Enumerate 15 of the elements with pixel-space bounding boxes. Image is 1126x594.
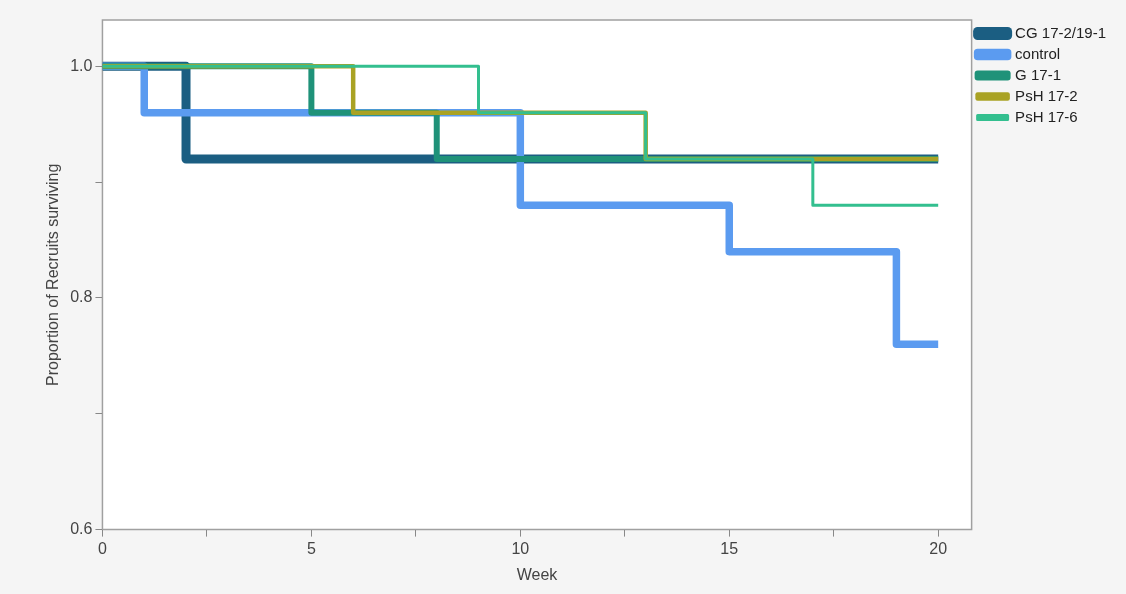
legend-label: G 17-1 xyxy=(1015,65,1061,83)
x-tick-label: 20 xyxy=(929,539,948,557)
x-tick-label: 15 xyxy=(720,539,739,557)
x-axis-title: Week xyxy=(516,565,559,583)
legend-label: PsH 17-6 xyxy=(1015,107,1078,125)
legend-label: PsH 17-2 xyxy=(1015,86,1078,104)
x-tick-label: 0 xyxy=(97,539,107,557)
y-tick-label: 0.6 xyxy=(70,520,93,538)
x-tick-label: 10 xyxy=(511,539,530,557)
x-tick-label: 5 xyxy=(306,539,316,557)
y-tick-label: 1.0 xyxy=(70,56,93,74)
legend-label: control xyxy=(1015,44,1061,62)
y-tick-label: 0.8 xyxy=(70,288,93,306)
y-axis-title: Proportion of Recruits surviving xyxy=(44,163,62,386)
legend-label: CG 17-2/19-1 xyxy=(1015,23,1107,41)
